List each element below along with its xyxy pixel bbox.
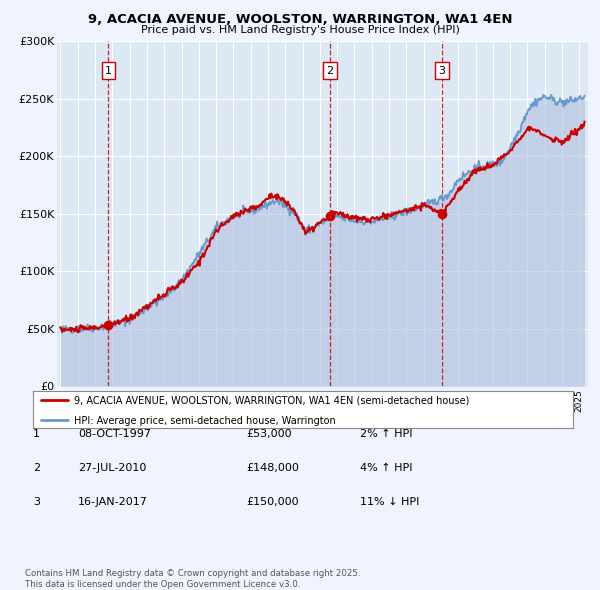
Text: Price paid vs. HM Land Registry's House Price Index (HPI): Price paid vs. HM Land Registry's House … <box>140 25 460 35</box>
Text: 3: 3 <box>438 65 445 76</box>
Text: 1: 1 <box>105 65 112 76</box>
Text: Contains HM Land Registry data © Crown copyright and database right 2025.
This d: Contains HM Land Registry data © Crown c… <box>25 569 361 589</box>
Text: 08-OCT-1997: 08-OCT-1997 <box>78 429 151 438</box>
Text: 4% ↑ HPI: 4% ↑ HPI <box>360 463 413 473</box>
Text: 27-JUL-2010: 27-JUL-2010 <box>78 463 146 473</box>
Text: £53,000: £53,000 <box>246 429 292 438</box>
Text: HPI: Average price, semi-detached house, Warrington: HPI: Average price, semi-detached house,… <box>74 416 335 426</box>
Text: 3: 3 <box>33 497 40 507</box>
Text: 1: 1 <box>33 429 40 438</box>
Text: 2: 2 <box>33 463 40 473</box>
Text: £148,000: £148,000 <box>246 463 299 473</box>
Text: 9, ACACIA AVENUE, WOOLSTON, WARRINGTON, WA1 4EN: 9, ACACIA AVENUE, WOOLSTON, WARRINGTON, … <box>88 13 512 26</box>
Text: 2: 2 <box>326 65 334 76</box>
Text: 9, ACACIA AVENUE, WOOLSTON, WARRINGTON, WA1 4EN (semi-detached house): 9, ACACIA AVENUE, WOOLSTON, WARRINGTON, … <box>74 396 469 406</box>
Text: 2% ↑ HPI: 2% ↑ HPI <box>360 429 413 438</box>
Text: £150,000: £150,000 <box>246 497 299 507</box>
Text: 16-JAN-2017: 16-JAN-2017 <box>78 497 148 507</box>
Text: 11% ↓ HPI: 11% ↓ HPI <box>360 497 419 507</box>
